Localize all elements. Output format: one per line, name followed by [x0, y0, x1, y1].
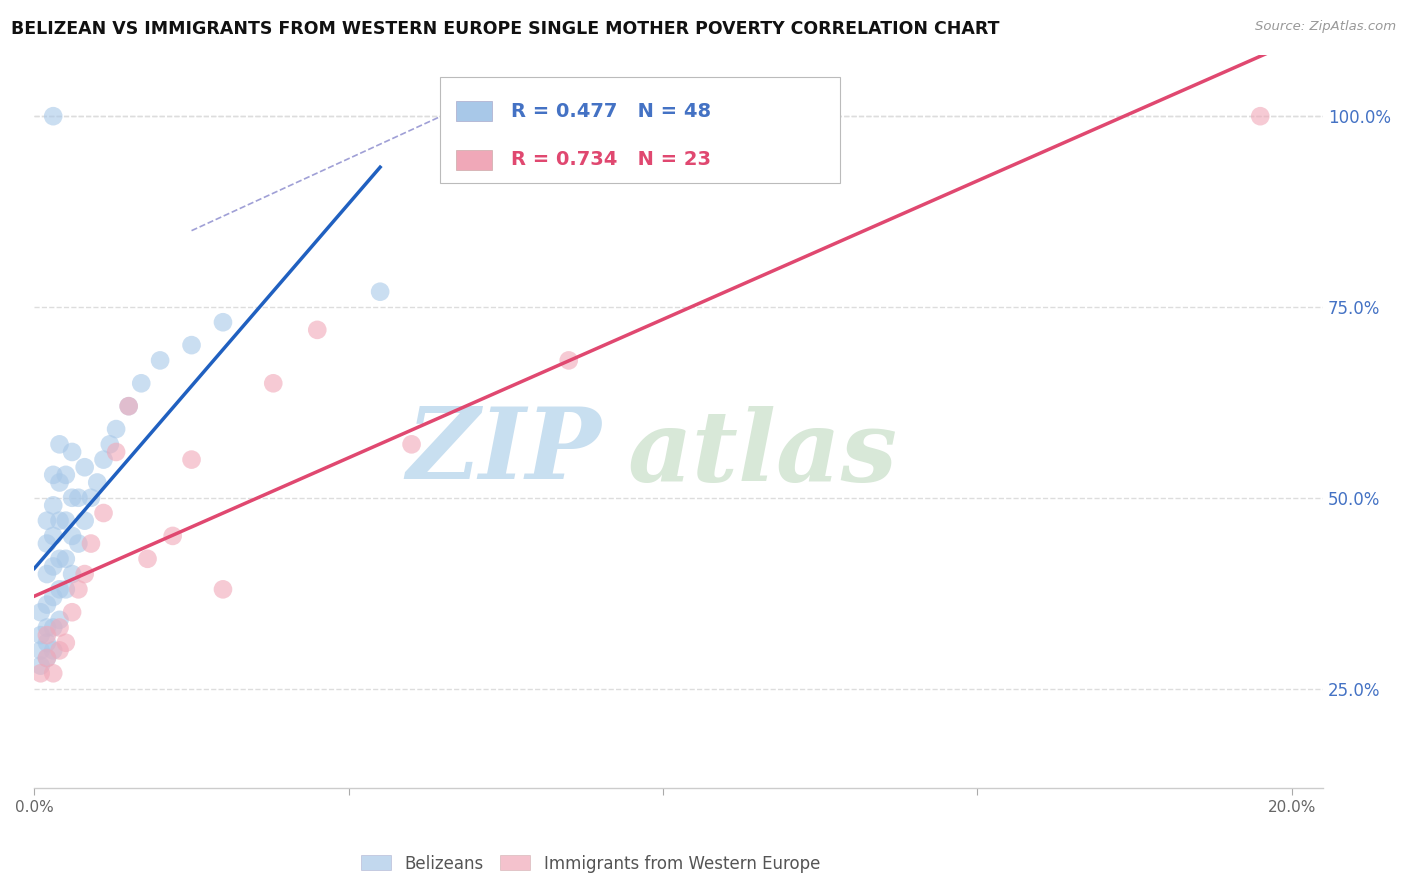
- Point: [67, 491, 90, 505]
- Point: [1249, 109, 1271, 123]
- Point: [212, 315, 235, 329]
- Point: [98, 437, 121, 451]
- Point: [212, 582, 235, 597]
- Point: [55, 582, 77, 597]
- Point: [93, 506, 115, 520]
- Point: [48, 437, 70, 451]
- Point: [129, 376, 152, 391]
- Point: [42, 109, 65, 123]
- Point: [67, 536, 90, 550]
- Text: Source: ZipAtlas.com: Source: ZipAtlas.com: [1256, 20, 1396, 33]
- FancyBboxPatch shape: [440, 77, 839, 184]
- Point: [48, 613, 70, 627]
- Point: [401, 437, 423, 451]
- Point: [60, 605, 83, 619]
- Point: [42, 643, 65, 657]
- Point: [55, 514, 77, 528]
- Point: [48, 620, 70, 634]
- Point: [149, 353, 172, 368]
- Point: [73, 460, 96, 475]
- Point: [42, 666, 65, 681]
- Point: [60, 529, 83, 543]
- Point: [30, 605, 52, 619]
- Point: [162, 529, 184, 543]
- Point: [30, 643, 52, 657]
- Text: atlas: atlas: [627, 406, 897, 503]
- Point: [42, 590, 65, 604]
- Point: [42, 499, 65, 513]
- Point: [48, 582, 70, 597]
- Point: [35, 636, 58, 650]
- Point: [67, 582, 90, 597]
- Point: [80, 491, 103, 505]
- Point: [35, 628, 58, 642]
- Point: [307, 323, 329, 337]
- Point: [35, 620, 58, 634]
- Point: [55, 636, 77, 650]
- Point: [42, 529, 65, 543]
- Point: [30, 628, 52, 642]
- Point: [180, 338, 202, 352]
- Point: [60, 491, 83, 505]
- Point: [35, 536, 58, 550]
- Bar: [456, 101, 492, 121]
- Point: [105, 445, 128, 459]
- Point: [262, 376, 284, 391]
- Point: [48, 643, 70, 657]
- Text: ZIP: ZIP: [406, 402, 602, 499]
- Point: [55, 551, 77, 566]
- Point: [30, 658, 52, 673]
- Point: [35, 651, 58, 665]
- Point: [93, 452, 115, 467]
- Point: [60, 567, 83, 582]
- Point: [73, 514, 96, 528]
- Point: [118, 399, 141, 413]
- Point: [118, 399, 141, 413]
- Point: [30, 666, 52, 681]
- Point: [105, 422, 128, 436]
- Point: [48, 551, 70, 566]
- Point: [42, 467, 65, 482]
- Point: [48, 514, 70, 528]
- Point: [558, 353, 581, 368]
- Text: BELIZEAN VS IMMIGRANTS FROM WESTERN EUROPE SINGLE MOTHER POVERTY CORRELATION CHA: BELIZEAN VS IMMIGRANTS FROM WESTERN EURO…: [11, 20, 1000, 37]
- Point: [368, 285, 391, 299]
- Point: [42, 559, 65, 574]
- Text: R = 0.477   N = 48: R = 0.477 N = 48: [512, 102, 711, 120]
- Point: [35, 514, 58, 528]
- Point: [35, 598, 58, 612]
- Point: [55, 467, 77, 482]
- Point: [73, 567, 96, 582]
- Point: [86, 475, 108, 490]
- Point: [60, 445, 83, 459]
- Point: [136, 551, 159, 566]
- Point: [48, 475, 70, 490]
- Point: [80, 536, 103, 550]
- Legend: Belizeans, Immigrants from Western Europe: Belizeans, Immigrants from Western Europ…: [354, 848, 827, 880]
- Point: [35, 651, 58, 665]
- Point: [180, 452, 202, 467]
- Point: [42, 620, 65, 634]
- Point: [35, 567, 58, 582]
- Text: R = 0.734   N = 23: R = 0.734 N = 23: [512, 151, 711, 169]
- Bar: [456, 150, 492, 170]
